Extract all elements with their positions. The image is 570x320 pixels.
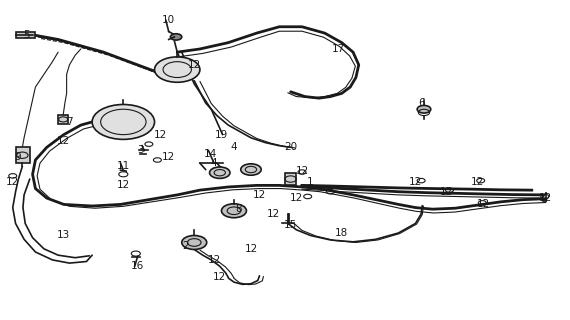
Text: 12: 12 (290, 193, 303, 203)
Circle shape (182, 236, 207, 250)
Text: 11: 11 (117, 161, 130, 171)
Text: 18: 18 (335, 228, 348, 238)
Text: 12: 12 (153, 130, 167, 140)
Text: 20: 20 (284, 142, 297, 152)
Circle shape (241, 164, 261, 175)
Text: 12: 12 (162, 152, 176, 162)
Circle shape (154, 57, 200, 82)
Text: 3: 3 (137, 146, 144, 156)
Text: 15: 15 (284, 220, 298, 230)
Text: 12: 12 (6, 177, 19, 187)
Text: 16: 16 (131, 261, 144, 271)
Bar (285, 173, 296, 185)
Text: 12: 12 (539, 193, 552, 203)
Circle shape (170, 34, 182, 40)
Text: 9: 9 (14, 152, 21, 162)
Text: 12: 12 (245, 244, 258, 254)
Bar (15, 32, 35, 38)
Text: 10: 10 (162, 15, 176, 25)
Text: 2: 2 (182, 241, 189, 251)
Circle shape (210, 167, 230, 178)
Text: 12: 12 (440, 187, 453, 197)
Text: 12: 12 (477, 199, 490, 209)
Text: 1: 1 (307, 177, 314, 187)
Text: 12: 12 (253, 190, 266, 200)
Text: 5: 5 (23, 30, 30, 40)
Text: 19: 19 (215, 130, 228, 140)
Text: 12: 12 (267, 209, 280, 219)
Text: 12: 12 (117, 180, 130, 190)
Circle shape (417, 105, 431, 113)
Text: 6: 6 (418, 98, 425, 108)
Circle shape (92, 105, 154, 140)
Text: 12: 12 (188, 60, 201, 70)
Bar (58, 115, 68, 124)
Text: 12: 12 (295, 166, 308, 176)
Text: 4: 4 (231, 142, 237, 152)
Text: 7: 7 (66, 117, 73, 127)
Text: 13: 13 (57, 229, 71, 240)
Text: 12: 12 (409, 177, 422, 187)
Text: 8: 8 (235, 204, 242, 214)
Bar (15, 147, 30, 163)
Text: 12: 12 (207, 255, 221, 265)
Circle shape (222, 204, 246, 218)
Text: 12: 12 (471, 177, 484, 187)
Text: 12: 12 (57, 136, 71, 146)
Text: 12: 12 (213, 272, 226, 282)
Text: 14: 14 (203, 149, 217, 159)
Text: 17: 17 (332, 44, 345, 54)
Text: 4: 4 (211, 158, 217, 168)
